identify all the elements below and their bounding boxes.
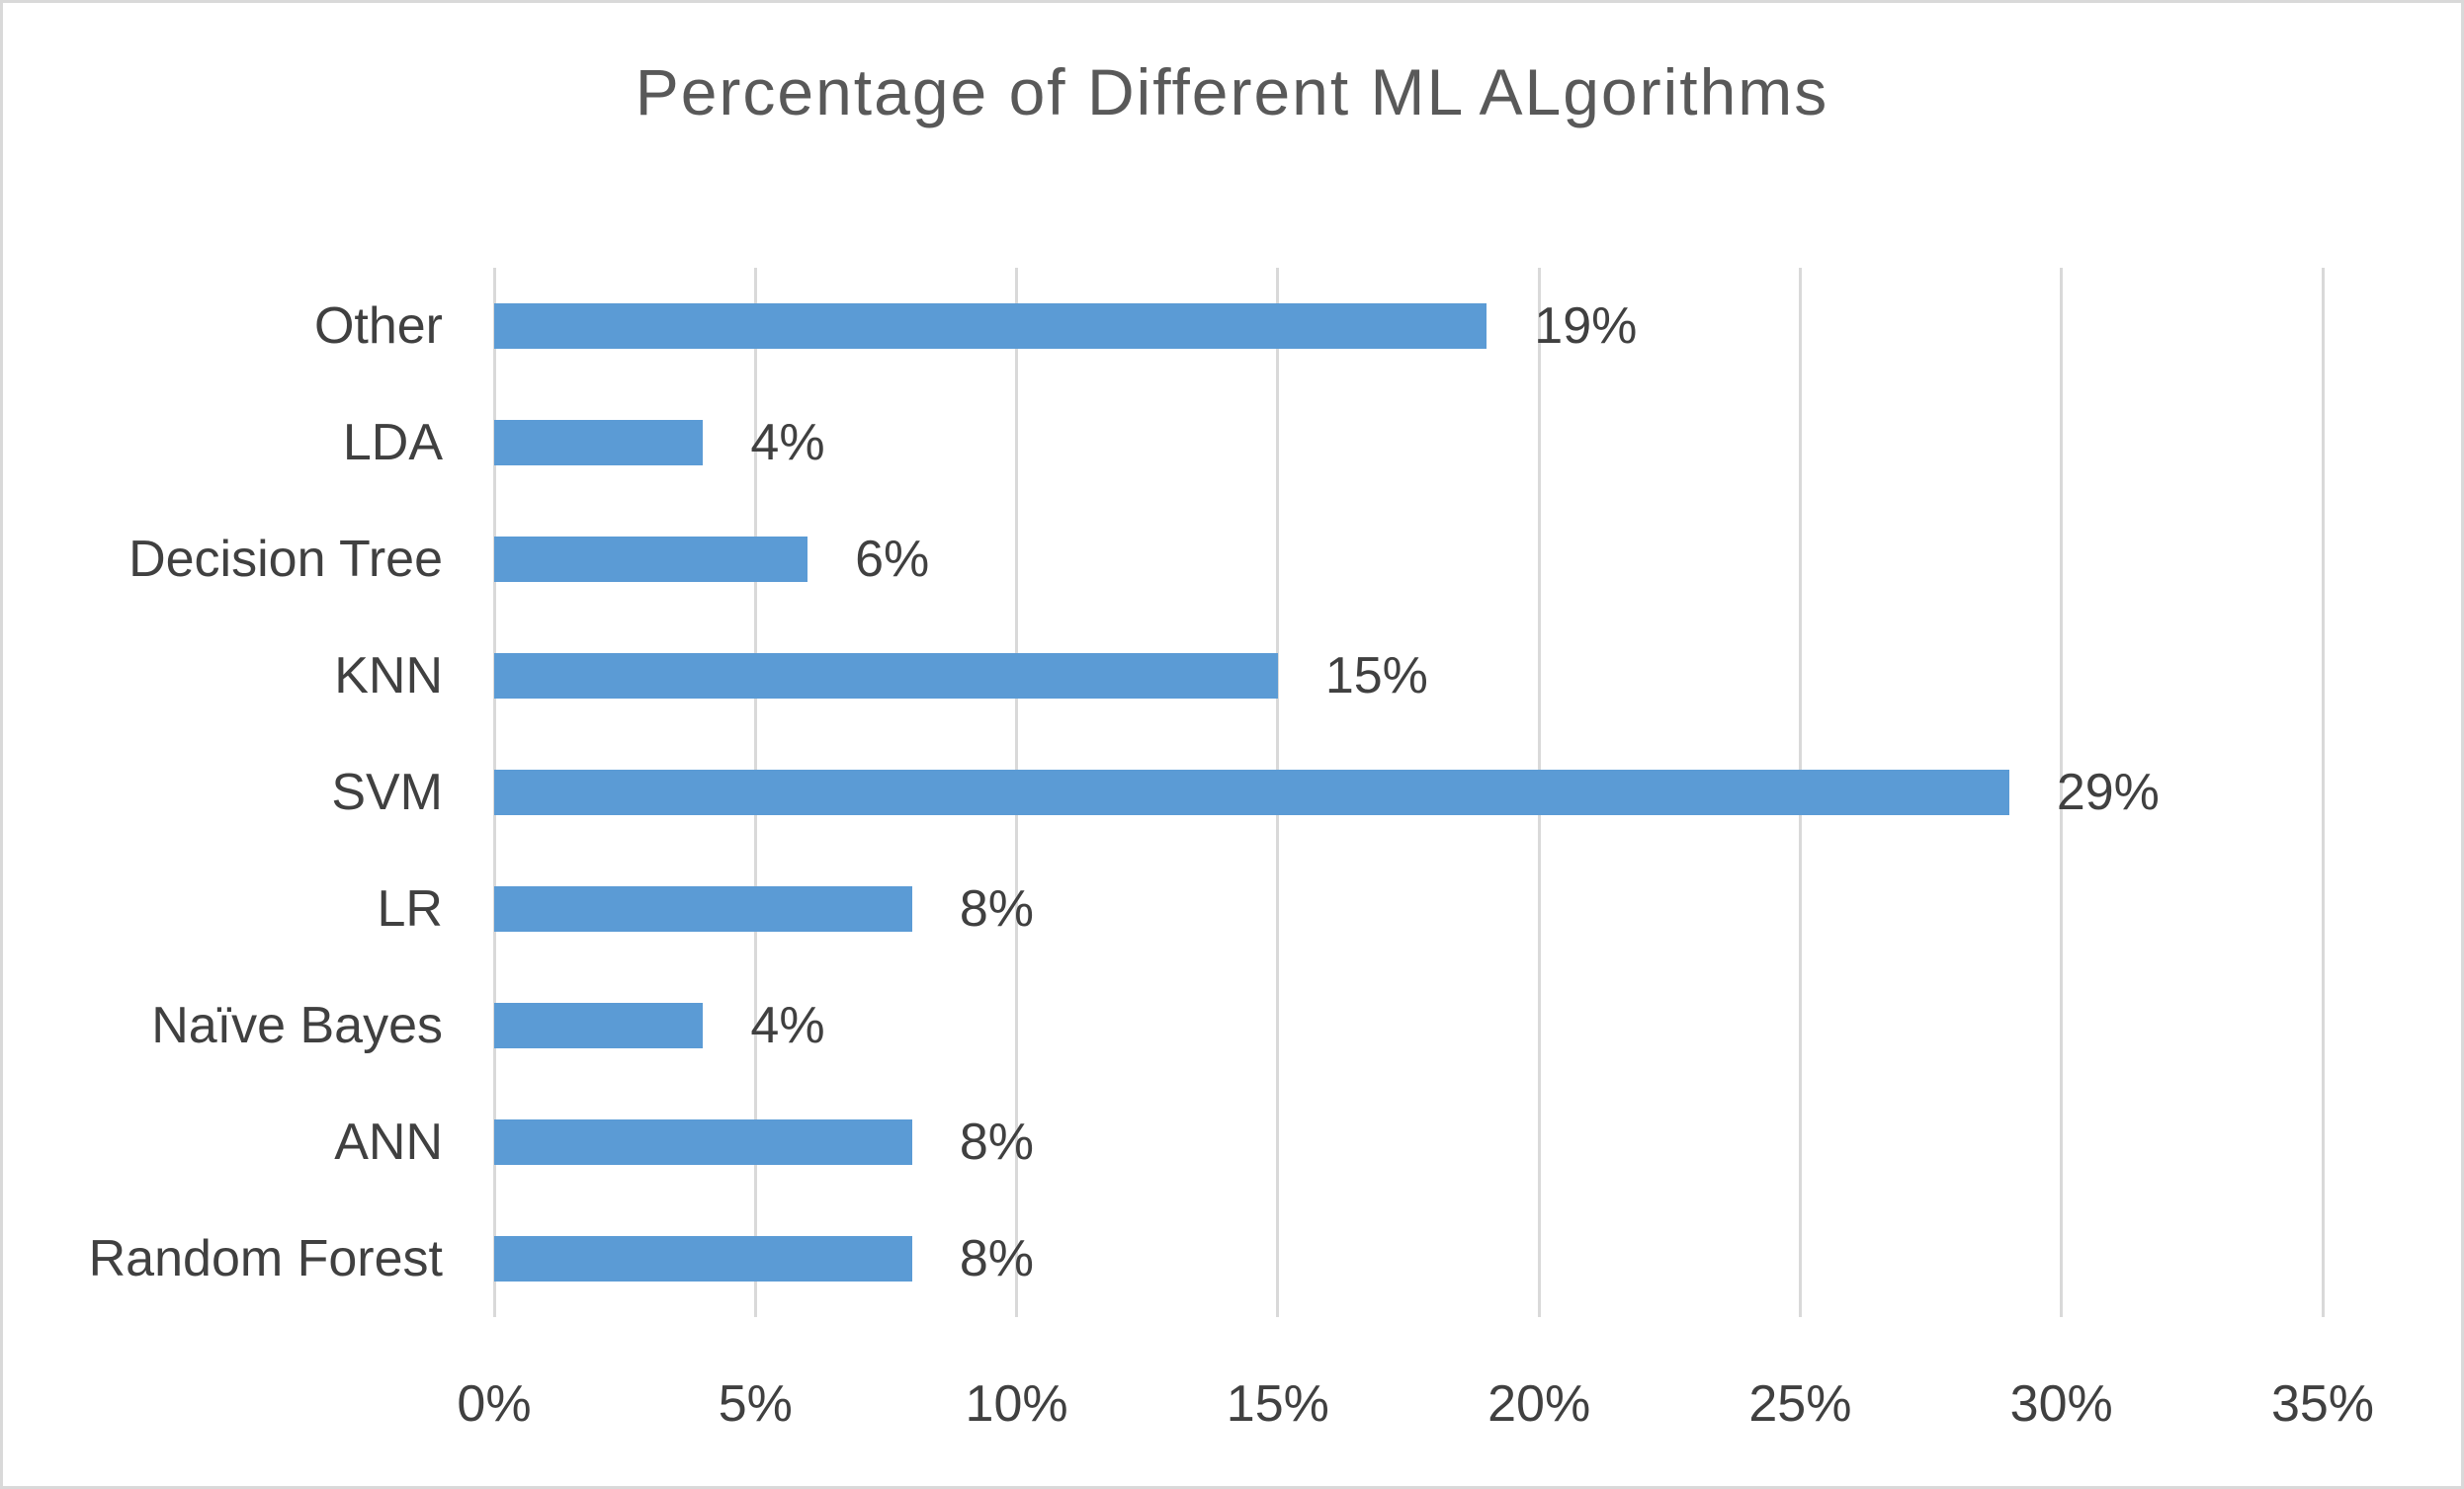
- value-label: 19%: [1534, 297, 1638, 355]
- value-label: 6%: [855, 531, 930, 588]
- bar-row: 8%: [494, 1200, 2323, 1317]
- bar: [494, 1236, 912, 1282]
- bar-row: 4%: [494, 967, 2323, 1084]
- bar-row: 29%: [494, 734, 2323, 851]
- bar-row: 6%: [494, 501, 2323, 618]
- bar: [494, 303, 1487, 349]
- category-label: Naïve Bayes: [151, 997, 443, 1054]
- category-label: LR: [377, 880, 443, 938]
- bar: [494, 653, 1278, 699]
- x-tick-label: 0%: [457, 1375, 532, 1433]
- gridline: [2321, 268, 2325, 1317]
- x-tick-label: 15%: [1226, 1375, 1329, 1433]
- category-label: LDA: [342, 414, 443, 471]
- category-label: KNN: [334, 647, 443, 704]
- value-label: 4%: [750, 997, 825, 1054]
- bar-row: 4%: [494, 384, 2323, 501]
- category-label: SVM: [331, 764, 443, 821]
- bar-row: 8%: [494, 851, 2323, 967]
- value-label: 8%: [959, 880, 1034, 938]
- bar-row: 19%: [494, 268, 2323, 384]
- chart-title: Percentage of Different ML ALgorithms: [635, 55, 1829, 128]
- x-tick-label: 30%: [2009, 1375, 2113, 1433]
- category-label: ANN: [334, 1114, 443, 1171]
- bar-row: 8%: [494, 1084, 2323, 1200]
- y-axis-category-labels: Other LDA Decision Tree KNN SVM LR Naïve Bayes…: [3, 268, 443, 1317]
- x-axis-tick-labels: 0% 5% 10% 15% 20% 25% 30% 35%: [457, 1374, 2374, 1444]
- x-tick-label: 5%: [718, 1375, 793, 1433]
- bar: [494, 1003, 704, 1048]
- bar: [494, 1119, 912, 1165]
- bar: [494, 886, 912, 932]
- value-label: 8%: [959, 1230, 1034, 1287]
- category-label: Random Forest: [88, 1230, 443, 1287]
- plot-area: 19% 4% 6% 15% 29% 8% 4% 8% 8%: [492, 268, 2325, 1317]
- bar: [494, 537, 808, 582]
- x-tick-label: 20%: [1487, 1375, 1591, 1433]
- value-label: 4%: [750, 414, 825, 471]
- gridline: [2060, 268, 2064, 1317]
- bar-row: 15%: [494, 618, 2323, 734]
- x-tick-label: 10%: [965, 1375, 1068, 1433]
- x-tick-label: 35%: [2270, 1375, 2375, 1433]
- value-label: 29%: [2056, 764, 2160, 821]
- x-tick-label: 25%: [1748, 1375, 1852, 1433]
- bar: [494, 420, 704, 465]
- bar: [494, 770, 2009, 815]
- category-label: Decision Tree: [128, 531, 443, 588]
- value-label: 15%: [1324, 647, 1428, 704]
- value-label: 8%: [959, 1114, 1034, 1171]
- category-label: Other: [313, 297, 443, 355]
